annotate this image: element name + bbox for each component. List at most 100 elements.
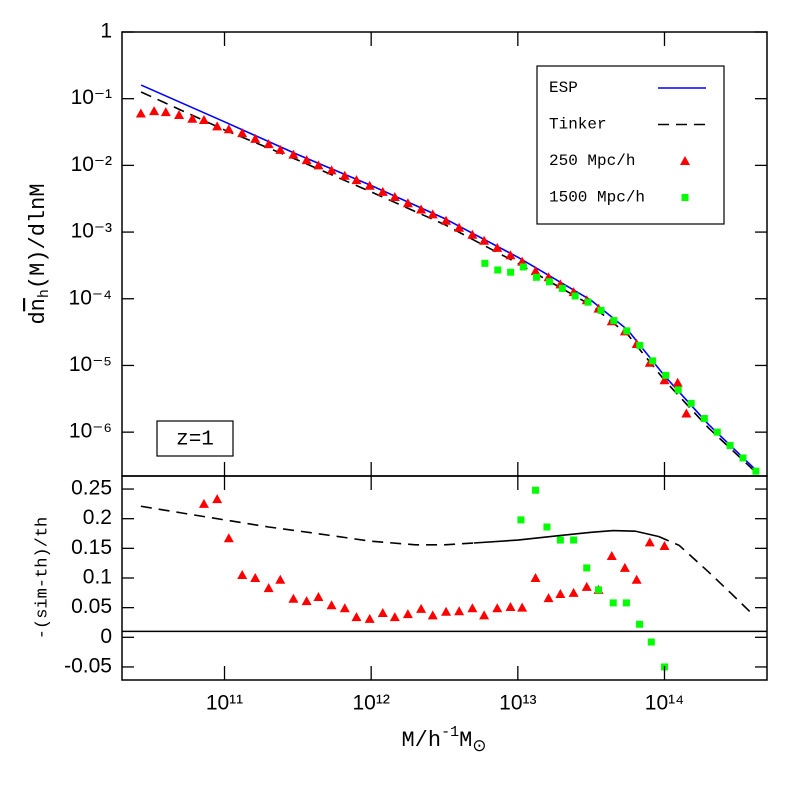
marker-triangle (339, 170, 350, 180)
marker-triangle (659, 375, 670, 385)
marker-triangle (659, 540, 670, 550)
marker-square (558, 284, 566, 292)
marker-triangle (364, 180, 375, 190)
plot-area: 1 10⁻¹ 10⁻² 10⁻³ 10⁻⁴ 10⁻⁵ 10⁻⁶ -0.05 0 0.05 0.1 0.… (64, 20, 767, 715)
marker-triangle (454, 606, 465, 616)
marker-triangle (441, 215, 452, 225)
marker-triangle (389, 192, 400, 202)
marker-triangle (492, 603, 503, 613)
marker-triangle (212, 494, 223, 504)
marker-triangle (174, 109, 185, 119)
marker-square (494, 266, 502, 274)
marker-triangle (441, 606, 452, 616)
marker-triangle (351, 175, 362, 185)
marker-triangle (568, 587, 579, 597)
y-axis-label: dnh(M)/dlnM (26, 183, 53, 324)
marker-square (739, 454, 747, 462)
marker-triangle (517, 602, 528, 612)
marker-square (543, 523, 551, 531)
panel: 1 10⁻¹ 10⁻² 10⁻³ 10⁻⁴ 10⁻⁵ 10⁻⁶ (69, 20, 767, 476)
marker-square (713, 428, 721, 436)
marker-triangle (326, 600, 337, 610)
marker-square (570, 536, 578, 544)
marker-triangle (149, 106, 160, 116)
y-tick-label: 0.25 (71, 477, 112, 500)
marker-triangle (672, 377, 683, 387)
y-tick-label: 10⁻⁶ (69, 420, 112, 443)
marker-triangle (275, 144, 286, 154)
marker-triangle (416, 603, 427, 613)
marker-triangle (301, 155, 312, 165)
marker-square (687, 399, 695, 407)
marker-square (662, 371, 670, 379)
marker-square (532, 486, 540, 494)
y-tick-label: 0 (100, 625, 112, 648)
marker-triangle (313, 591, 324, 601)
marker-triangle (212, 121, 223, 131)
marker-triangle (479, 235, 490, 245)
marker-triangle (263, 139, 274, 149)
annotation-box (156, 420, 234, 457)
marker-triangle (517, 256, 528, 266)
marker-triangle (313, 160, 324, 170)
marker-square (595, 586, 603, 594)
marker-triangle (301, 596, 312, 606)
legend-label: 250 Mpc/h (549, 152, 635, 170)
marker-triangle (681, 408, 692, 418)
series-line (473, 529, 659, 544)
marker-triangle (467, 229, 478, 239)
marker-square (583, 564, 591, 572)
marker-triangle (680, 156, 690, 165)
y-tick-label: 0.2 (83, 506, 112, 529)
x-label-part: ⊙ (472, 738, 486, 757)
marker-square (556, 536, 564, 544)
marker-triangle (377, 186, 388, 196)
marker-triangle (543, 593, 554, 603)
series-layer (122, 486, 767, 671)
marker-square (481, 259, 489, 267)
marker-triangle (644, 537, 655, 547)
marker-square (700, 415, 708, 423)
legend-label: Tinker (549, 116, 607, 134)
marker-triangle (606, 551, 617, 561)
marker-square (622, 599, 630, 607)
marker-triangle (237, 128, 248, 138)
marker-triangle (223, 124, 234, 134)
marker-triangle (250, 573, 261, 582)
y-label-part: (M)/dlnM (26, 183, 51, 289)
marker-square (517, 516, 525, 524)
y-tick-label: 10⁻¹ (71, 86, 112, 109)
marker-triangle (263, 583, 274, 593)
marker-triangle (631, 574, 642, 584)
legend: ESP Tinker 250 Mpc/h 1500 Mpc/h (549, 79, 706, 207)
marker-triangle (492, 242, 503, 252)
y-tick-label: 0.1 (83, 566, 112, 589)
y-label-part: d (26, 311, 51, 324)
y-tick-label: 10⁻⁵ (69, 353, 112, 376)
marker-square (647, 638, 655, 646)
series-line (140, 505, 474, 546)
marker-square (636, 341, 644, 349)
marker-triangle (364, 613, 375, 623)
marker-triangle (505, 250, 516, 260)
marker-square (507, 268, 515, 276)
marker-triangle (530, 573, 541, 582)
marker-triangle (454, 222, 465, 232)
marker-triangle (187, 113, 198, 123)
marker-square (610, 317, 618, 325)
panel: -0.05 0 0.05 0.1 0.15 0.2 0.25 10¹¹ 10¹² 10¹³ 10¹⁴ (64, 476, 767, 715)
x-axis-label: M/h-1M⊙ (401, 724, 486, 758)
y-tick-label: 1 (100, 20, 112, 43)
marker-triangle (198, 498, 209, 508)
marker-square (636, 620, 644, 628)
marker-triangle (223, 533, 234, 543)
y-tick-label: 0.15 (71, 536, 112, 559)
marker-triangle (198, 114, 209, 124)
series-line (658, 535, 754, 615)
y-tick-label: 10⁻² (71, 153, 112, 176)
marker-triangle (427, 209, 438, 219)
marker-square (623, 327, 631, 335)
x-label-part: -1 (441, 724, 459, 741)
marker-square (674, 386, 682, 394)
